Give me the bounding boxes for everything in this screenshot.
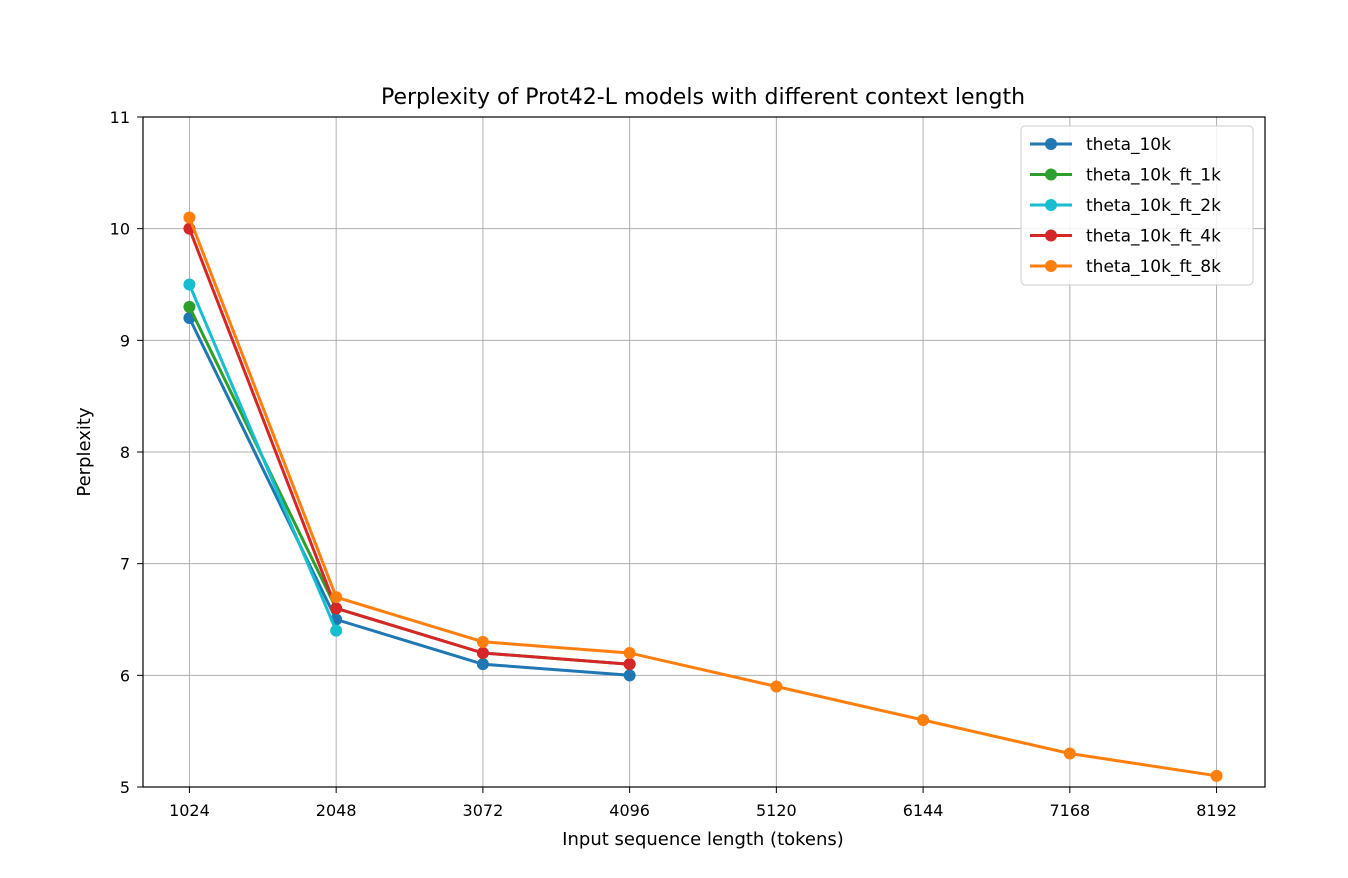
x-tick-label: 8192 [1196,801,1237,820]
data-point [330,602,343,615]
x-tick-label: 6144 [903,801,944,820]
y-tick-label: 11 [110,108,130,127]
data-point [623,658,636,671]
y-axis: 5 6 7 8 9 10 11 [110,108,143,797]
x-tick-label: 5120 [756,801,797,820]
x-tick-label: 7168 [1049,801,1090,820]
series-line [188,228,630,666]
legend-label: theta_10k_ft_4k [1086,227,1221,247]
x-axis-label: Input sequence length (tokens) [562,829,844,850]
y-tick-label: 7 [120,555,130,574]
legend-item: theta_10k_ft_8k [1030,257,1221,277]
data-point [330,624,343,637]
series-line [188,283,338,632]
legend-label: theta_10k_ft_8k [1086,257,1221,277]
series-group [183,211,1223,782]
series-theta_10k_ft_2k [183,278,343,637]
series-line [188,306,630,666]
data-point [330,591,343,604]
data-point [623,647,636,659]
data-point [917,714,930,726]
y-tick-label: 10 [110,220,130,239]
data-point [476,658,489,671]
legend-marker [1045,229,1057,242]
legend-label: theta_10k_ft_1k [1086,166,1221,186]
series-line [188,317,630,677]
series-theta_10k_ft_8k [183,211,1223,782]
legend-marker [1045,260,1057,272]
legend-item: theta_10k [1030,135,1171,155]
data-point [1210,769,1223,782]
legend-marker [1045,168,1057,181]
data-point [476,635,489,648]
x-axis: 1024 2048 3072 4096 5120 6144 7168 8192 [169,787,1237,820]
y-tick-label: 8 [120,443,130,462]
legend-box [1020,125,1254,286]
series-theta_10k [183,312,636,682]
legend-item: theta_10k_ft_1k [1030,166,1221,186]
y-tick-label: 6 [120,666,130,685]
series-theta_10k_ft_1k [183,300,636,671]
legend-item: theta_10k_ft_2k [1030,196,1221,216]
data-point [476,647,489,659]
legend-marker [1045,199,1057,211]
series-line [188,216,1217,778]
x-tick-label: 2048 [316,801,357,820]
legend-label: theta_10k_ft_2k [1086,196,1221,216]
y-tick-label: 9 [120,331,130,350]
data-point [623,669,636,682]
y-axis-label: Perplexity [74,407,95,497]
x-tick-label: 3072 [463,801,504,820]
legend-marker [1045,138,1057,150]
legend-label: theta_10k [1086,135,1171,155]
data-point [183,278,196,291]
data-point [1063,747,1076,760]
y-tick-label: 5 [120,778,130,797]
legend-item: theta_10k_ft_4k [1030,227,1221,247]
legend: theta_10k theta_10k_ft_1k theta_10k_ft_2kt… [1020,125,1254,286]
data-point [183,300,196,313]
data-point [770,680,783,693]
x-tick-label: 4096 [609,801,650,820]
chart-title: Perplexity of Prot42-L models with diffe… [381,85,1025,110]
x-tick-label: 1024 [169,801,210,820]
data-point [183,211,196,224]
